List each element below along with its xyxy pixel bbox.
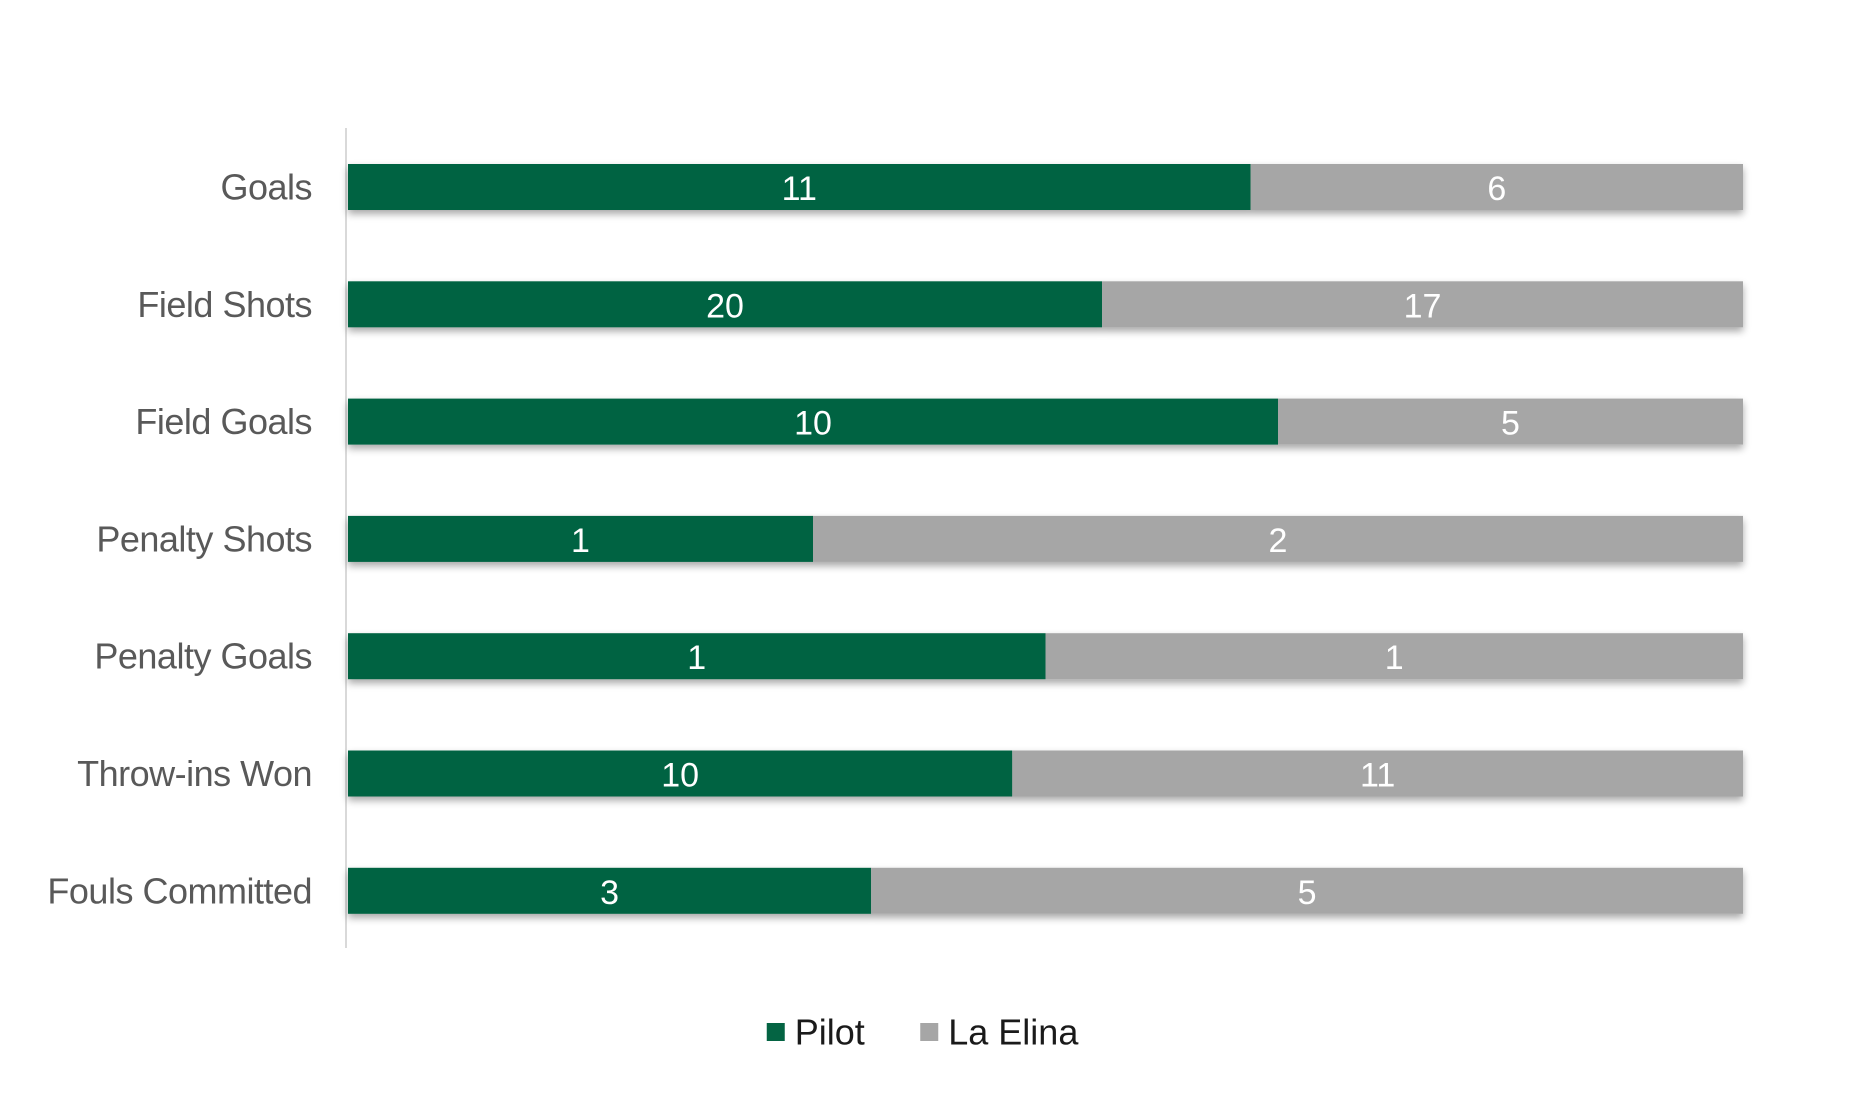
- bar-segment-pilot: [348, 398, 1278, 445]
- bar-segment-la-elina: [1045, 633, 1743, 680]
- category-label: Goals: [220, 167, 312, 208]
- bar-segment-la-elina: [1102, 281, 1743, 328]
- category-label: Field Shots: [137, 284, 312, 325]
- bar-segment-la-elina: [1278, 398, 1743, 445]
- data-label: 6: [1487, 170, 1506, 208]
- bar-row: [348, 398, 1743, 445]
- data-label: 1: [1385, 639, 1404, 677]
- legend-swatch: [920, 1023, 939, 1041]
- data-label: 10: [661, 757, 699, 795]
- data-label: 5: [1501, 405, 1520, 443]
- category-label: Penalty Goals: [94, 636, 312, 677]
- legend-swatch: [766, 1023, 785, 1041]
- bar-segment-la-elina: [871, 867, 1743, 914]
- bar-segment-la-elina: [813, 515, 1743, 562]
- data-label: 2: [1269, 522, 1288, 560]
- bar-segment-la-elina: [1012, 750, 1743, 797]
- category-label: Throw-ins Won: [77, 753, 312, 794]
- data-label: 1: [571, 522, 590, 560]
- data-label: 10: [794, 405, 832, 443]
- category-label: Fouls Committed: [47, 870, 312, 911]
- bar-segment-pilot: [348, 750, 1013, 797]
- legend: Pilot La Elina: [766, 1012, 1079, 1053]
- bar-segment-pilot: [348, 633, 1046, 680]
- data-label: 5: [1298, 874, 1317, 912]
- data-label: 3: [600, 874, 619, 912]
- bar-row: [348, 633, 1743, 680]
- bar-segment-la-elina: [1250, 164, 1743, 210]
- bar-row: [348, 515, 1743, 562]
- category-label: Penalty Shots: [96, 518, 312, 559]
- category-label: Field Goals: [135, 401, 312, 442]
- bar-segment-pilot: [348, 164, 1251, 210]
- data-label: 1: [687, 639, 706, 677]
- data-label: 17: [1404, 287, 1442, 325]
- bar-row: [348, 164, 1743, 210]
- legend-item: La Elina: [920, 1012, 1079, 1053]
- legend-label: La Elina: [948, 1012, 1079, 1053]
- data-label: 11: [1360, 757, 1395, 795]
- legend-item: Pilot: [766, 1012, 865, 1053]
- data-label: 11: [782, 170, 817, 208]
- bar-row: [348, 750, 1743, 797]
- bar-segment-pilot: [348, 515, 813, 562]
- legend-label: Pilot: [795, 1012, 865, 1053]
- bar-segment-pilot: [348, 867, 872, 914]
- bar-row: [348, 867, 1743, 914]
- data-label: 20: [706, 287, 744, 325]
- bar-row: [348, 281, 1743, 328]
- bar-segment-pilot: [348, 281, 1103, 328]
